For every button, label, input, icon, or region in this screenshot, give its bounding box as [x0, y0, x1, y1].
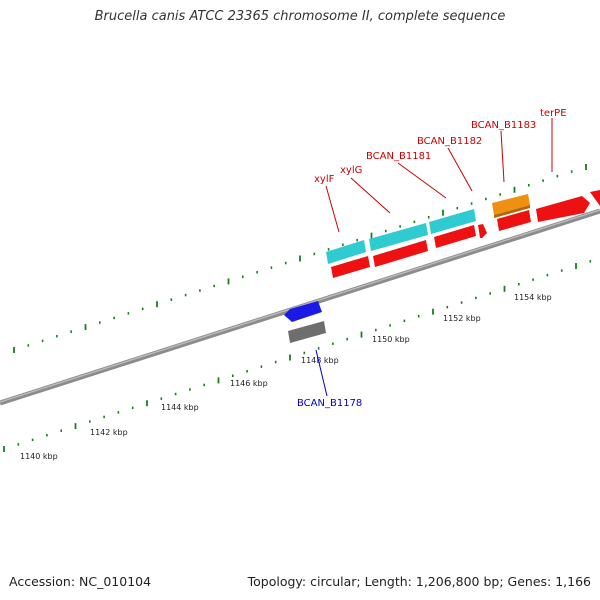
feature-xylf-cyan[interactable] [326, 240, 366, 264]
feature-bcan-b1181-cyan[interactable] [429, 209, 476, 234]
ruler-label: 1140 kbp [20, 452, 58, 461]
leader-bcan-b1181 [397, 162, 447, 199]
outer-tick-track [13, 164, 587, 353]
feature-gray[interactable] [288, 321, 326, 343]
feature-bcan-b1183-red[interactable] [497, 210, 531, 231]
ruler-label: 1146 kbp [230, 379, 268, 388]
gene-label-bcan-b1182[interactable]: BCAN_B1182 [417, 136, 482, 147]
feature-xylg-red[interactable] [373, 240, 428, 267]
gene-label-terpe[interactable]: terPE [540, 108, 567, 119]
leader-xylg [350, 177, 391, 214]
feature-xylg-cyan[interactable] [369, 223, 428, 251]
features [284, 190, 600, 343]
ruler-label: 1142 kbp [90, 428, 128, 437]
ruler-label: 1150 kbp [372, 335, 410, 344]
feature-bcan-b1183-orange[interactable] [492, 194, 530, 215]
gene-label-bcan-b1178[interactable]: BCAN_B1178 [297, 398, 362, 409]
ruler-labels: 1140 kbp 1142 kbp 1144 kbp 1146 kbp 1148… [20, 293, 552, 461]
gene-label-bcan-b1181[interactable]: BCAN_B1181 [366, 151, 431, 162]
feature-bcan-b1182-red[interactable] [434, 225, 476, 248]
genome-stats-text: Topology: circular; Length: 1,206,800 bp… [247, 574, 591, 589]
leader-bcan-b1178 [315, 349, 328, 397]
feature-edge-red[interactable] [590, 190, 600, 206]
leader-bcan-b1183 [500, 130, 505, 183]
ruler-label: 1148 kbp [301, 356, 339, 365]
feature-xylf-red[interactable] [331, 256, 370, 278]
feature-bcan-b1178-blue[interactable] [284, 301, 322, 322]
map-title: Brucella canis ATCC 23365 chromosome II,… [94, 9, 506, 24]
label-leaders [315, 118, 553, 397]
ruler-label: 1152 kbp [443, 314, 481, 323]
gene-label-bcan-b1183[interactable]: BCAN_B1183 [471, 120, 536, 131]
feature-small-red[interactable] [478, 224, 487, 238]
inner-tick-track [3, 260, 592, 452]
gene-labels: xylF xylG BCAN_B1181 BCAN_B1182 BCAN_B11… [297, 108, 567, 409]
feature-terpe-red[interactable] [536, 196, 590, 222]
gene-label-xylf[interactable]: xylF [314, 174, 335, 185]
leader-bcan-b1182 [447, 147, 473, 192]
leader-xylf [325, 185, 340, 233]
ruler-label: 1154 kbp [514, 293, 552, 302]
gene-label-xylg[interactable]: xylG [340, 165, 362, 176]
ruler-label: 1144 kbp [161, 403, 199, 412]
accession-text: Accession: NC_010104 [9, 574, 152, 589]
feature-shadow [494, 205, 530, 218]
